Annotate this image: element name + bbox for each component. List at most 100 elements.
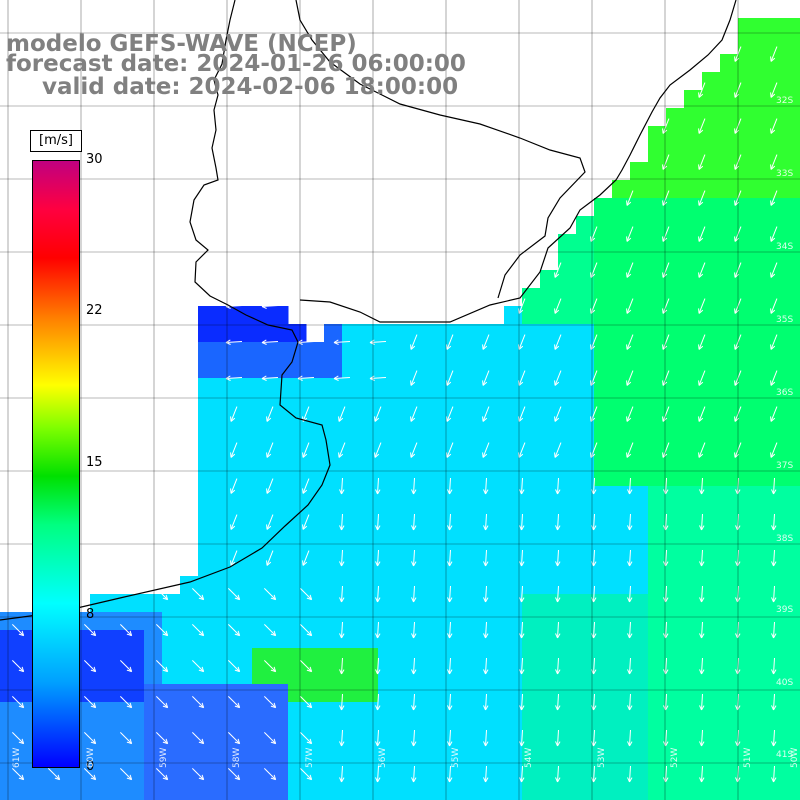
- wind-speed-cell: [504, 324, 523, 343]
- wind-speed-cell: [450, 738, 469, 757]
- wind-arrow: [339, 477, 345, 495]
- wind-speed-cell: [594, 450, 613, 469]
- wind-speed-cell: [576, 540, 595, 559]
- wind-speed-cell: [450, 414, 469, 433]
- wind-speed-cell: [360, 540, 379, 559]
- wind-speed-cell: [468, 522, 487, 541]
- wind-speed-cell: [414, 378, 433, 397]
- wind-speed-cell: [738, 558, 757, 577]
- wind-speed-cell: [594, 252, 613, 271]
- wind-speed-cell: [702, 702, 721, 721]
- wind-speed-cell: [216, 774, 235, 793]
- lat-label-40s: 40S: [776, 678, 794, 688]
- wind-speed-cell: [432, 594, 451, 613]
- colorbar-tick-30: 30: [86, 152, 103, 167]
- wind-speed-cell: [666, 666, 685, 685]
- wind-speed-cell: [612, 468, 631, 487]
- wind-arrow: [191, 659, 205, 673]
- wind-arrow: [554, 334, 562, 350]
- wind-arrow: [770, 370, 778, 386]
- wind-speed-cell: [630, 630, 649, 649]
- wind-speed-cell: [180, 702, 199, 721]
- wind-speed-cell: [360, 558, 379, 577]
- wind-speed-cell: [450, 720, 469, 739]
- wind-speed-cell: [756, 144, 775, 163]
- wind-speed-cell: [414, 540, 433, 559]
- wind-speed-cell: [486, 666, 505, 685]
- wind-speed-cell: [378, 774, 397, 793]
- wind-speed-cell: [666, 468, 685, 487]
- wind-speed-cell: [540, 792, 559, 800]
- wind-speed-cell: [288, 468, 307, 487]
- wind-speed-cell: [612, 324, 631, 343]
- wind-speed-cell: [774, 198, 793, 217]
- wind-speed-cell: [360, 378, 379, 397]
- wind-arrow: [626, 406, 634, 422]
- wind-arrow: [263, 731, 277, 745]
- wind-speed-cell: [216, 378, 235, 397]
- wind-speed-cell: [576, 630, 595, 649]
- wind-speed-cell: [666, 576, 685, 595]
- wind-speed-cell: [234, 648, 253, 667]
- wind-speed-cell: [216, 306, 235, 325]
- wind-speed-cell: [198, 558, 217, 577]
- wind-arrow: [698, 82, 706, 98]
- wind-speed-cell: [738, 522, 757, 541]
- wind-speed-cell: [468, 378, 487, 397]
- wind-speed-cell: [774, 576, 793, 595]
- wind-speed-cell: [792, 666, 800, 685]
- wind-speed-cell: [738, 216, 757, 235]
- wind-speed-cell: [612, 180, 631, 199]
- wind-speed-cell: [540, 414, 559, 433]
- wind-speed-cell: [342, 378, 361, 397]
- wind-speed-cell: [648, 216, 667, 235]
- wind-speed-cell: [720, 126, 739, 145]
- wind-speed-cell: [306, 504, 325, 523]
- wind-speed-cell: [702, 198, 721, 217]
- wind-speed-cell: [414, 702, 433, 721]
- wind-speed-cell: [738, 450, 757, 469]
- wind-speed-cell: [648, 396, 667, 415]
- wind-speed-cell: [738, 432, 757, 451]
- wind-speed-cell: [684, 198, 703, 217]
- wind-arrow: [771, 549, 777, 567]
- wind-speed-cell: [792, 270, 800, 289]
- wind-speed-cell: [684, 180, 703, 199]
- wind-speed-cell: [270, 306, 289, 325]
- wind-speed-cell: [360, 738, 379, 757]
- wind-speed-cell: [468, 342, 487, 361]
- wind-speed-cell: [756, 666, 775, 685]
- lon-label-50w: 50W: [790, 747, 800, 768]
- wind-arrow: [375, 657, 381, 675]
- wind-speed-cell: [288, 378, 307, 397]
- lat-label-34s: 34S: [776, 242, 794, 252]
- wind-speed-cell: [324, 378, 343, 397]
- wind-arrow: [411, 729, 417, 747]
- wind-speed-cell: [720, 54, 739, 73]
- wind-speed-cell: [486, 486, 505, 505]
- wind-speed-cell: [108, 702, 127, 721]
- wind-speed-cell: [792, 702, 800, 721]
- wind-arrow: [191, 767, 205, 781]
- wind-arrow: [446, 334, 454, 350]
- wind-speed-cell: [774, 54, 793, 73]
- wind-speed-cell: [198, 522, 217, 541]
- wind-speed-cell: [486, 468, 505, 487]
- wind-speed-cell: [774, 630, 793, 649]
- wind-speed-cell: [396, 414, 415, 433]
- wind-speed-cell: [360, 594, 379, 613]
- wind-speed-cell: [720, 486, 739, 505]
- wind-speed-cell: [198, 504, 217, 523]
- wind-speed-cell: [756, 684, 775, 703]
- wind-speed-cell: [360, 702, 379, 721]
- wind-speed-cell: [540, 360, 559, 379]
- wind-arrow: [770, 226, 778, 242]
- wind-speed-cell: [774, 558, 793, 577]
- wind-speed-cell: [684, 558, 703, 577]
- wind-speed-cell: [270, 450, 289, 469]
- wind-speed-cell: [666, 108, 685, 127]
- wind-speed-cell: [252, 738, 271, 757]
- wind-speed-cell: [18, 756, 37, 775]
- wind-arrow: [554, 262, 562, 278]
- wind-speed-cell: [774, 270, 793, 289]
